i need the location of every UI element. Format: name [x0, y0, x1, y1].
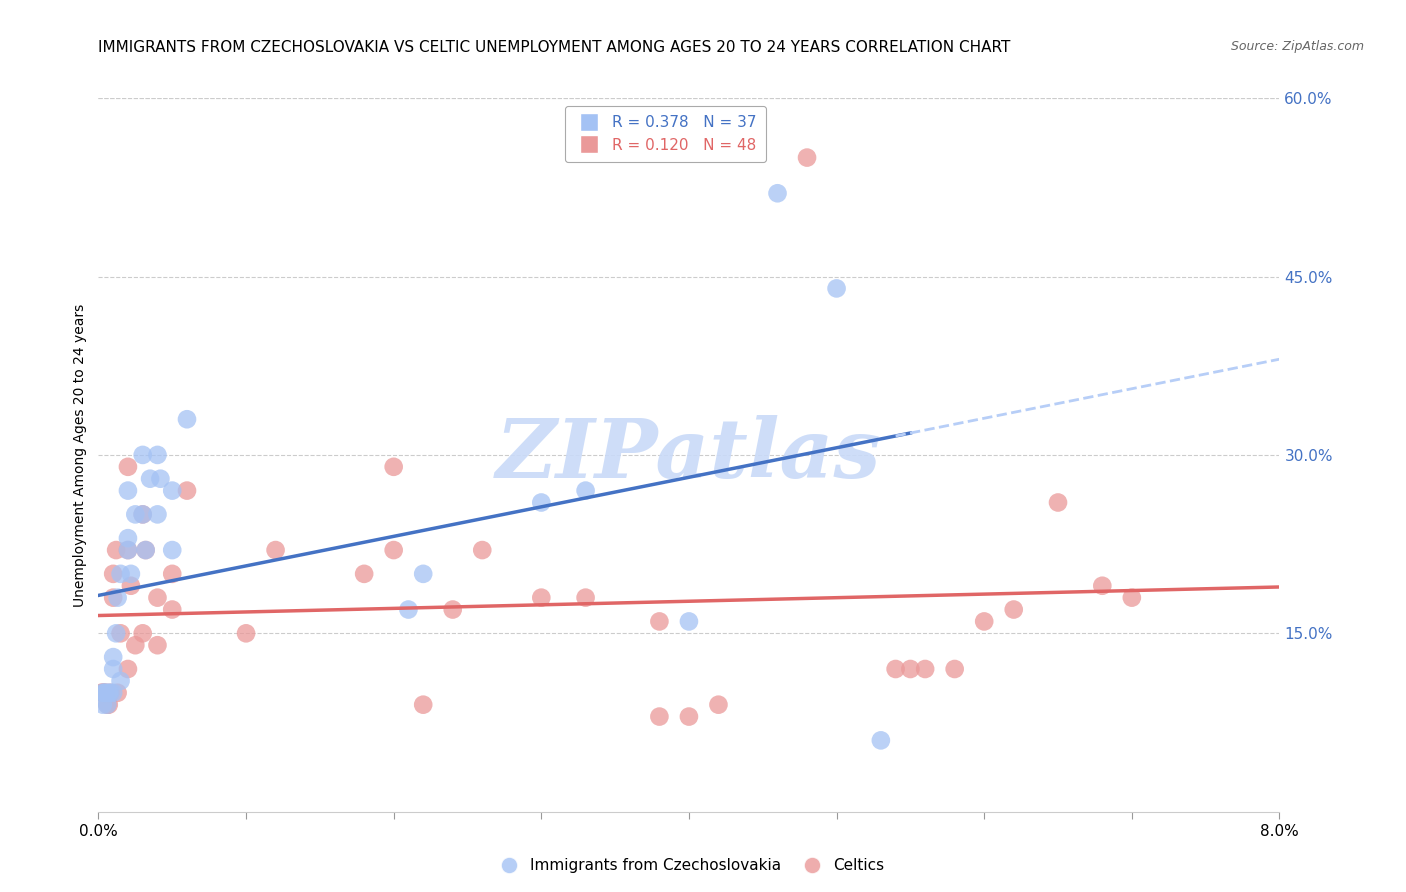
Point	[648, 709, 671, 723]
Point	[91, 698, 114, 712]
Point	[91, 686, 114, 700]
Point	[107, 686, 129, 700]
Point	[149, 472, 172, 486]
Point	[135, 543, 157, 558]
Point	[132, 508, 155, 522]
Point	[441, 602, 464, 616]
Point	[382, 543, 405, 558]
Point	[162, 566, 183, 581]
Point	[900, 662, 922, 676]
Point	[97, 698, 120, 712]
Point	[103, 591, 125, 605]
Point	[353, 566, 375, 581]
Point	[884, 662, 907, 676]
Point	[117, 531, 139, 545]
Point	[107, 591, 129, 605]
Point	[162, 483, 183, 498]
Point	[162, 543, 183, 558]
Text: Source: ZipAtlas.com: Source: ZipAtlas.com	[1230, 40, 1364, 54]
Point	[105, 543, 128, 558]
Point	[973, 615, 995, 629]
Point	[120, 579, 142, 593]
Point	[825, 281, 848, 295]
Point	[117, 483, 139, 498]
Point	[146, 508, 169, 522]
Point	[146, 448, 169, 462]
Point	[103, 662, 125, 676]
Point	[110, 626, 132, 640]
Point	[103, 566, 125, 581]
Point	[766, 186, 789, 201]
Point	[146, 591, 169, 605]
Point	[103, 650, 125, 665]
Point	[1091, 579, 1114, 593]
Point	[162, 602, 183, 616]
Point	[124, 508, 146, 522]
Point	[574, 591, 596, 605]
Point	[132, 626, 155, 640]
Point	[176, 412, 198, 426]
Point	[235, 626, 257, 640]
Point	[110, 566, 132, 581]
Point	[135, 543, 157, 558]
Point	[117, 662, 139, 676]
Point	[105, 626, 128, 640]
Text: ZIPatlas: ZIPatlas	[496, 415, 882, 495]
Point	[471, 543, 494, 558]
Point	[103, 686, 125, 700]
Point	[96, 698, 118, 712]
Point	[93, 686, 115, 700]
Y-axis label: Unemployment Among Ages 20 to 24 years: Unemployment Among Ages 20 to 24 years	[73, 303, 87, 607]
Point	[132, 508, 155, 522]
Point	[264, 543, 287, 558]
Point	[139, 472, 162, 486]
Point	[98, 686, 121, 700]
Text: IMMIGRANTS FROM CZECHOSLOVAKIA VS CELTIC UNEMPLOYMENT AMONG AGES 20 TO 24 YEARS : IMMIGRANTS FROM CZECHOSLOVAKIA VS CELTIC…	[98, 40, 1011, 55]
Point	[412, 698, 434, 712]
Point	[412, 566, 434, 581]
Point	[1002, 602, 1025, 616]
Point	[574, 483, 596, 498]
Point	[132, 448, 155, 462]
Point	[382, 459, 405, 474]
Point	[678, 615, 700, 629]
Point	[530, 591, 553, 605]
Point	[396, 602, 419, 616]
Point	[1121, 591, 1143, 605]
Point	[146, 638, 169, 652]
Point	[943, 662, 966, 676]
Point	[176, 483, 198, 498]
Point	[117, 459, 139, 474]
Point	[98, 686, 121, 700]
Point	[796, 151, 818, 165]
Point	[94, 686, 117, 700]
Point	[678, 709, 700, 723]
Point	[96, 698, 118, 712]
Point	[530, 495, 553, 509]
Point	[914, 662, 936, 676]
Legend: Immigrants from Czechoslovakia, Celtics: Immigrants from Czechoslovakia, Celtics	[488, 852, 890, 879]
Point	[707, 698, 730, 712]
Point	[97, 686, 120, 700]
Point	[93, 686, 115, 700]
Point	[94, 686, 117, 700]
Point	[110, 673, 132, 688]
Point	[648, 615, 671, 629]
Point	[124, 638, 146, 652]
Point	[117, 543, 139, 558]
Point	[91, 686, 114, 700]
Point	[120, 566, 142, 581]
Point	[1046, 495, 1069, 509]
Point	[869, 733, 891, 747]
Point	[90, 686, 112, 700]
Point	[117, 543, 139, 558]
